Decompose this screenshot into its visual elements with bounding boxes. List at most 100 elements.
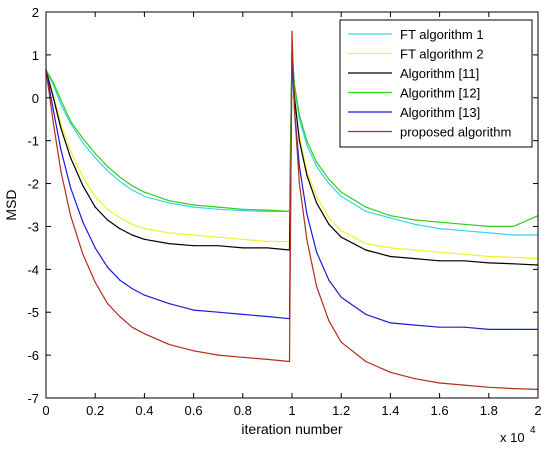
x-tick-label: 1.6 [431, 403, 449, 418]
x-tick-label: 0.8 [234, 403, 252, 418]
data-point [512, 388, 515, 390]
data-point [340, 296, 342, 298]
data-point [60, 99, 62, 101]
data-point [306, 238, 308, 240]
data-point [168, 200, 170, 202]
data-point [131, 223, 133, 225]
data-point [414, 378, 416, 380]
data-point [414, 324, 416, 326]
data-point [242, 208, 244, 210]
data-point [463, 260, 465, 262]
data-point [266, 315, 268, 318]
y-tick-label: -3 [27, 219, 39, 234]
data-point [94, 152, 96, 155]
x-axis-multiplier-base: x 10 [500, 430, 525, 445]
data-point [340, 230, 342, 232]
data-point [217, 354, 219, 356]
data-point [168, 243, 170, 245]
data-point [217, 236, 219, 238]
tick-layer: 0 0.2 0.4 0.6 0.8 1 1.2 1.4 1.6 1.8 2 2 1 0 -1 -2 -3 -4 -5… [27, 5, 541, 418]
data-point [488, 225, 490, 227]
data-point [316, 161, 318, 163]
data-point [60, 122, 62, 125]
data-point [488, 262, 490, 264]
data-point [414, 249, 416, 251]
data-point [389, 255, 391, 258]
data-point [266, 240, 268, 243]
data-point [414, 258, 416, 260]
data-point [168, 303, 170, 305]
data-point [52, 82, 55, 84]
y-tick-label: -7 [27, 391, 39, 406]
data-point [512, 256, 515, 258]
data-point [60, 127, 62, 129]
data-point [414, 219, 416, 221]
data-point [242, 313, 244, 315]
x-tick-label: 1.2 [332, 403, 350, 418]
data-point [82, 221, 84, 223]
data-point [340, 341, 342, 343]
data-point [82, 253, 84, 255]
data-point [389, 371, 391, 373]
data-point [119, 279, 121, 281]
data-point [242, 356, 244, 358]
data-point [316, 251, 318, 253]
data-point [288, 360, 291, 363]
data-point [316, 285, 318, 288]
data-point [463, 384, 465, 386]
data-point [82, 142, 84, 144]
data-point [365, 210, 367, 212]
data-point [193, 309, 195, 311]
data-point [52, 110, 55, 112]
data-point [328, 279, 330, 281]
data-point [94, 281, 96, 283]
data-point [316, 195, 318, 197]
data-point [389, 322, 391, 324]
y-tick-label: -1 [27, 134, 39, 149]
data-point [60, 103, 62, 105]
data-point [193, 234, 195, 236]
data-point [70, 122, 72, 125]
data-point [340, 236, 342, 238]
data-point [106, 165, 109, 167]
data-point [143, 195, 145, 197]
x-axis-multiplier: x 10 4 [500, 425, 536, 445]
data-point [512, 328, 515, 330]
data-point [131, 189, 133, 191]
data-point [298, 183, 300, 185]
data-point [288, 210, 291, 212]
y-tick-label: -6 [27, 348, 39, 363]
data-point [242, 247, 244, 249]
data-point [143, 294, 145, 296]
legend-box [339, 19, 533, 148]
data-point [328, 178, 330, 180]
data-point [94, 247, 96, 249]
data-point [306, 174, 308, 176]
data-point [389, 215, 391, 217]
data-point [60, 148, 62, 150]
y-tick-label: -4 [27, 262, 39, 277]
data-point [291, 30, 293, 32]
data-point [266, 247, 268, 249]
data-point [365, 206, 367, 208]
data-point [316, 165, 318, 167]
data-point [106, 303, 109, 305]
x-tick-label: 1.8 [480, 403, 498, 418]
data-point [217, 245, 219, 247]
data-point [340, 191, 342, 193]
data-point [328, 223, 330, 225]
x-tick-label: 0.6 [185, 403, 203, 418]
data-point [168, 343, 170, 345]
data-point [439, 251, 441, 253]
data-point [439, 221, 441, 223]
data-point [512, 234, 515, 236]
x-tick-label: 0.2 [86, 403, 104, 418]
data-point [94, 206, 96, 208]
x-axis-multiplier-exponent: 4 [530, 425, 536, 436]
data-point [70, 187, 72, 189]
data-point [119, 217, 121, 219]
data-point [439, 228, 441, 230]
x-tick-label: 1 [288, 403, 295, 418]
data-point [328, 183, 330, 185]
